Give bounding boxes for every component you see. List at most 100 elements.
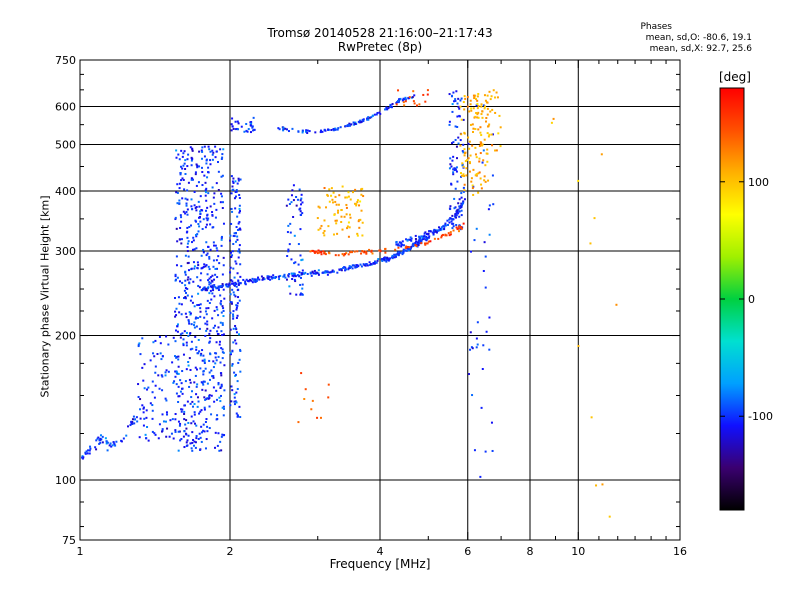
data-point — [469, 162, 472, 165]
data-point — [208, 341, 211, 344]
data-point — [422, 235, 425, 238]
data-point — [461, 162, 464, 165]
data-point — [180, 410, 183, 413]
data-point — [174, 355, 177, 358]
data-point — [195, 424, 198, 427]
data-point — [454, 138, 457, 141]
data-point — [373, 262, 376, 265]
data-point — [212, 151, 215, 154]
data-point — [131, 418, 134, 421]
data-point — [326, 193, 329, 196]
data-point — [475, 337, 478, 340]
data-point — [181, 370, 184, 373]
data-point — [220, 192, 223, 195]
data-point — [176, 202, 179, 205]
data-point — [476, 95, 479, 98]
data-point — [235, 412, 238, 415]
data-point — [234, 180, 237, 183]
data-point — [453, 197, 456, 200]
data-point — [210, 279, 213, 282]
data-point — [229, 234, 232, 237]
data-point — [274, 276, 277, 279]
data-point — [232, 181, 235, 184]
data-point — [476, 116, 479, 119]
data-point — [146, 426, 149, 429]
data-point — [358, 226, 361, 229]
data-point — [473, 97, 476, 100]
data-point — [297, 421, 300, 424]
data-point — [300, 197, 303, 200]
chart-title: Tromsø 20140528 21:16:00–21:17:43 — [267, 26, 493, 40]
data-point — [176, 330, 179, 333]
data-point — [476, 107, 479, 110]
data-point — [147, 439, 150, 442]
data-point — [496, 96, 499, 99]
data-point — [331, 198, 334, 201]
data-point — [251, 281, 254, 284]
data-point — [215, 341, 218, 344]
data-point — [270, 275, 273, 278]
x-tick-label: 8 — [527, 545, 534, 558]
data-point — [388, 258, 391, 261]
data-point — [291, 274, 294, 277]
data-point — [216, 249, 219, 252]
data-point — [494, 111, 497, 114]
data-point — [235, 190, 238, 193]
data-point — [217, 170, 220, 173]
data-point — [483, 175, 486, 178]
data-point — [289, 222, 292, 225]
data-point — [206, 323, 209, 326]
data-point — [194, 207, 197, 210]
data-point — [184, 287, 187, 290]
data-point — [222, 222, 225, 225]
data-point — [498, 114, 501, 117]
data-point — [178, 182, 181, 185]
data-point — [300, 213, 303, 216]
data-point — [337, 203, 340, 206]
data-point — [479, 143, 482, 146]
data-point — [211, 158, 214, 161]
data-point — [198, 150, 201, 153]
data-point — [208, 268, 211, 271]
data-point — [361, 234, 364, 237]
data-point — [353, 202, 356, 205]
data-point — [469, 103, 472, 106]
data-point — [475, 174, 478, 177]
data-point — [363, 251, 366, 254]
x-tick-label: 6 — [464, 545, 471, 558]
data-point — [437, 226, 440, 229]
data-point — [456, 209, 459, 212]
y-tick-label: 200 — [55, 330, 76, 343]
y-tick-label: 750 — [55, 54, 76, 67]
data-point — [466, 95, 469, 98]
data-point — [234, 281, 237, 284]
data-point — [466, 158, 469, 161]
data-point — [341, 228, 344, 231]
data-point — [231, 282, 234, 285]
data-point — [356, 199, 359, 202]
data-point — [221, 357, 224, 360]
data-point — [220, 374, 223, 377]
data-point — [181, 332, 184, 335]
data-point — [442, 233, 445, 236]
data-point — [471, 130, 474, 133]
data-point — [448, 167, 451, 170]
data-point — [209, 353, 212, 356]
data-point — [453, 207, 456, 210]
data-point — [245, 122, 248, 125]
data-point — [152, 341, 155, 344]
data-point — [379, 112, 382, 115]
data-point — [282, 126, 285, 129]
data-point — [305, 130, 308, 133]
data-point — [133, 418, 136, 421]
data-point — [151, 409, 154, 412]
data-point — [462, 222, 465, 225]
data-point — [287, 250, 290, 253]
data-point — [370, 116, 373, 119]
data-point — [185, 344, 188, 347]
data-point — [210, 413, 213, 416]
data-point — [189, 146, 192, 149]
data-point — [452, 229, 455, 232]
data-point — [352, 121, 355, 124]
data-point — [217, 333, 220, 336]
